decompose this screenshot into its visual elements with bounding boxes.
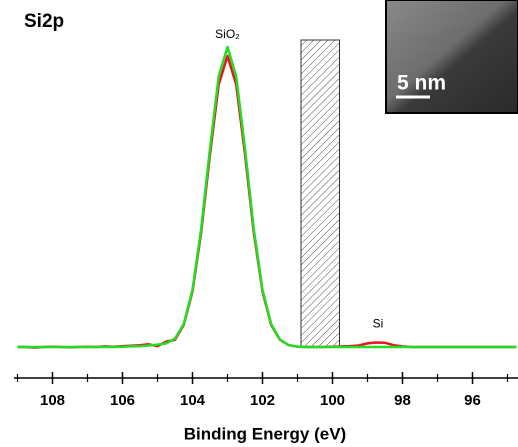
x-tick-label: 100 xyxy=(320,392,345,409)
data-line xyxy=(17,45,517,349)
x-tick-label: 108 xyxy=(40,392,65,409)
x-tick-label: 104 xyxy=(180,392,206,409)
chart-title: Si2p xyxy=(24,11,64,32)
x-axis-title: Binding Energy (eV) xyxy=(184,424,346,443)
inset-frame xyxy=(385,0,518,114)
x-tick-label: 102 xyxy=(250,392,275,409)
shaded-region xyxy=(300,39,340,348)
annotation: SiO₂ xyxy=(215,27,240,41)
tem-inset: 5 nm xyxy=(385,0,518,114)
tem-image xyxy=(386,0,518,113)
scale-label: 5 nm xyxy=(397,72,446,95)
x-tick-label: 106 xyxy=(110,392,135,409)
annotation: Si xyxy=(373,317,384,331)
x-tick-label: 98 xyxy=(394,392,411,409)
x-tick-label: 96 xyxy=(464,392,481,409)
